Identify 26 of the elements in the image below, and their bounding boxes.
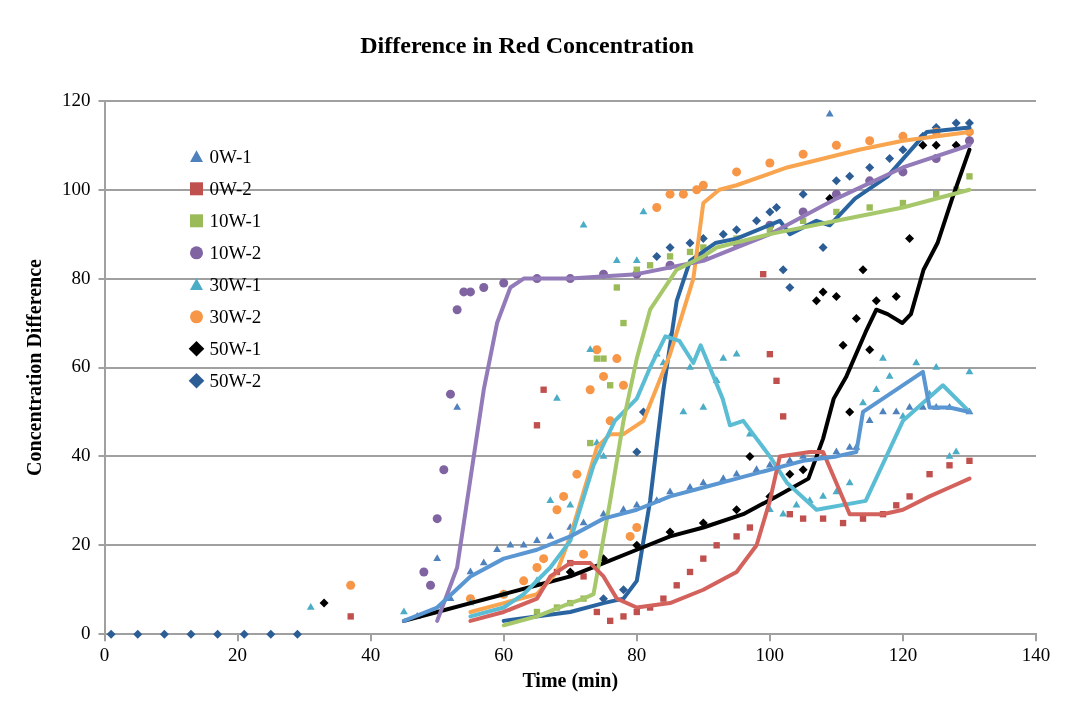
legend-label: 30W-2 xyxy=(209,305,262,327)
y-tick-label: 80 xyxy=(71,266,91,288)
x-tick-label: 0 xyxy=(99,643,110,665)
legend-label: 0W-2 xyxy=(209,177,252,199)
x-tick-label: 80 xyxy=(627,643,647,665)
legend-label: 10W-2 xyxy=(209,241,262,263)
y-tick-label: 60 xyxy=(71,355,91,377)
y-tick-label: 20 xyxy=(71,533,91,555)
x-tick-label: 40 xyxy=(361,643,381,665)
x-axis-title: Time (min) xyxy=(522,669,619,693)
x-tick-label: 20 xyxy=(228,643,248,665)
y-tick-label: 40 xyxy=(71,444,91,466)
x-tick-label: 100 xyxy=(755,643,785,665)
chart-title: Difference in Red Concentration xyxy=(360,31,694,58)
y-tick-label: 120 xyxy=(62,88,91,110)
y-tick-label: 0 xyxy=(81,622,91,644)
legend-label: 10W-1 xyxy=(209,209,262,231)
legend-label: 50W-2 xyxy=(209,369,262,391)
x-tick-label: 120 xyxy=(888,643,918,665)
legend-label: 30W-1 xyxy=(209,273,262,295)
y-tick-label: 100 xyxy=(62,177,91,199)
y-axis-title: Concentration Difference xyxy=(23,258,46,476)
legend-label: 50W-1 xyxy=(209,337,262,359)
x-tick-label: 60 xyxy=(494,643,514,665)
legend-label: 0W-1 xyxy=(209,145,252,167)
x-tick-label: 140 xyxy=(1021,643,1051,665)
